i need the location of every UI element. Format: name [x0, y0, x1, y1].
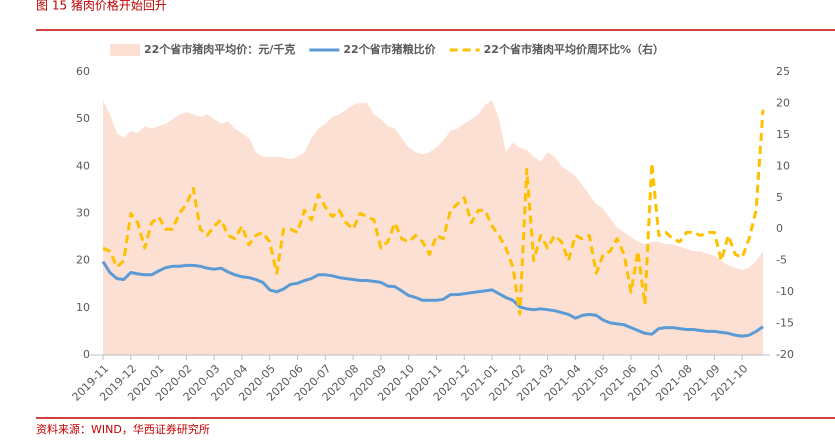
area — [103, 100, 763, 355]
legend-label: 22个省市猪肉平均价：元/千克 — [144, 42, 295, 56]
source: 资料来源：WIND，华西证券研究所 — [36, 422, 210, 436]
y-tick-label: 20 — [76, 254, 90, 267]
line — [101, 260, 764, 338]
y2-tick-label: -5 — [776, 254, 787, 267]
y2-tick-label: 10 — [776, 159, 790, 172]
y2-tick-label: 20 — [776, 96, 790, 109]
y-tick-label: 30 — [76, 207, 90, 220]
line — [102, 109, 765, 316]
y-tick-label: 60 — [76, 65, 90, 78]
y-tick-label: 0 — [83, 348, 90, 361]
y-tick-label: 50 — [76, 112, 90, 125]
y-tick-label: 10 — [76, 301, 90, 314]
y-tick-label: 40 — [76, 159, 90, 172]
y2-tick-label: 5 — [776, 191, 783, 204]
y2-tick-label: -20 — [776, 348, 794, 361]
y2-tick-label: -10 — [776, 285, 794, 298]
legend-label: 22个省市猪肉平均价周环比%（右） — [484, 42, 664, 56]
y2-tick-label: 0 — [776, 222, 783, 235]
y2-tick-label: 15 — [776, 128, 790, 141]
legend-swatch — [110, 44, 140, 56]
y2-tick-label: -15 — [776, 317, 794, 330]
y2-tick-label: 25 — [776, 65, 790, 78]
legend-label: 22个省市猪粮比价 — [343, 42, 436, 56]
chart-title: 图 15 猪肉价格开始回升 — [36, 0, 167, 13]
